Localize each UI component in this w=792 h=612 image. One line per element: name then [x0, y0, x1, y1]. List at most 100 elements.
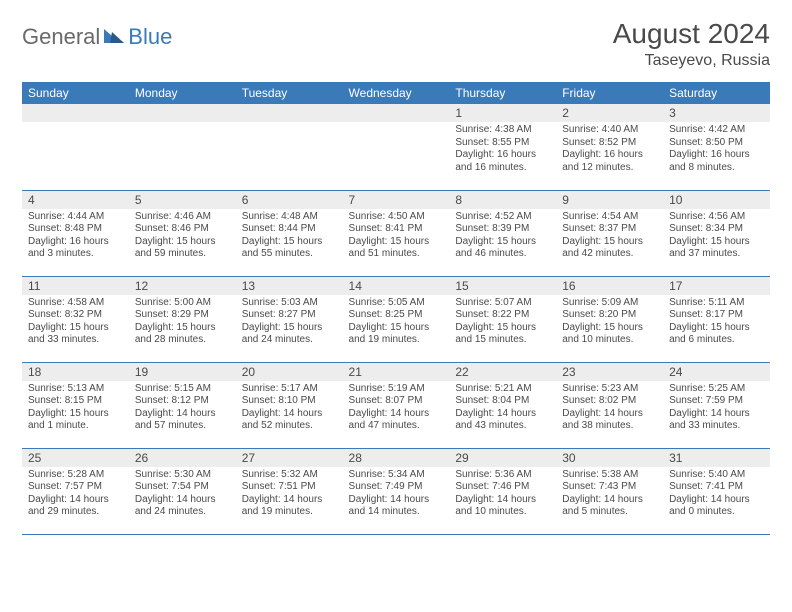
day-details: Sunrise: 5:15 AMSunset: 8:12 PMDaylight:… — [129, 381, 236, 437]
sunrise-line: Sunrise: 4:38 AM — [455, 124, 550, 137]
daylight-line: Daylight: 14 hours and 38 minutes. — [562, 408, 657, 433]
day-details: Sunrise: 4:40 AMSunset: 8:52 PMDaylight:… — [556, 122, 663, 178]
calendar-day-cell: 29Sunrise: 5:36 AMSunset: 7:46 PMDayligh… — [449, 448, 556, 534]
day-number: 1 — [449, 104, 556, 122]
calendar-week-row: 11Sunrise: 4:58 AMSunset: 8:32 PMDayligh… — [22, 276, 770, 362]
calendar-week-row: 18Sunrise: 5:13 AMSunset: 8:15 PMDayligh… — [22, 362, 770, 448]
daylight-line: Daylight: 16 hours and 12 minutes. — [562, 149, 657, 174]
day-details: Sunrise: 4:54 AMSunset: 8:37 PMDaylight:… — [556, 209, 663, 265]
daylight-line: Daylight: 14 hours and 5 minutes. — [562, 494, 657, 519]
daylight-line: Daylight: 15 hours and 55 minutes. — [242, 236, 337, 261]
sunset-line: Sunset: 8:04 PM — [455, 395, 550, 408]
day-number: 16 — [556, 277, 663, 295]
day-details: Sunrise: 5:13 AMSunset: 8:15 PMDaylight:… — [22, 381, 129, 437]
day-number: 29 — [449, 449, 556, 467]
sunrise-line: Sunrise: 5:07 AM — [455, 297, 550, 310]
sunset-line: Sunset: 8:27 PM — [242, 309, 337, 322]
sunset-line: Sunset: 8:37 PM — [562, 223, 657, 236]
sunset-line: Sunset: 7:43 PM — [562, 481, 657, 494]
day-details: Sunrise: 5:25 AMSunset: 7:59 PMDaylight:… — [663, 381, 770, 437]
daylight-line: Daylight: 14 hours and 33 minutes. — [669, 408, 764, 433]
sunset-line: Sunset: 8:39 PM — [455, 223, 550, 236]
sunrise-line: Sunrise: 4:48 AM — [242, 211, 337, 224]
calendar-day-cell — [236, 104, 343, 190]
calendar-day-cell: 19Sunrise: 5:15 AMSunset: 8:12 PMDayligh… — [129, 362, 236, 448]
day-number: 2 — [556, 104, 663, 122]
daylight-line: Daylight: 15 hours and 33 minutes. — [28, 322, 123, 347]
calendar-day-cell: 12Sunrise: 5:00 AMSunset: 8:29 PMDayligh… — [129, 276, 236, 362]
calendar-day-cell: 2Sunrise: 4:40 AMSunset: 8:52 PMDaylight… — [556, 104, 663, 190]
day-number-empty — [22, 104, 129, 122]
daylight-line: Daylight: 15 hours and 42 minutes. — [562, 236, 657, 261]
weekday-row: SundayMondayTuesdayWednesdayThursdayFrid… — [22, 82, 770, 104]
day-details: Sunrise: 4:56 AMSunset: 8:34 PMDaylight:… — [663, 209, 770, 265]
day-number: 22 — [449, 363, 556, 381]
day-number: 25 — [22, 449, 129, 467]
calendar-week-row: 25Sunrise: 5:28 AMSunset: 7:57 PMDayligh… — [22, 448, 770, 534]
sunrise-line: Sunrise: 4:40 AM — [562, 124, 657, 137]
calendar-day-cell: 16Sunrise: 5:09 AMSunset: 8:20 PMDayligh… — [556, 276, 663, 362]
day-details: Sunrise: 4:38 AMSunset: 8:55 PMDaylight:… — [449, 122, 556, 178]
day-number: 21 — [343, 363, 450, 381]
sunrise-line: Sunrise: 5:19 AM — [349, 383, 444, 396]
logo-text-blue: Blue — [128, 24, 172, 50]
day-number: 19 — [129, 363, 236, 381]
daylight-line: Daylight: 16 hours and 3 minutes. — [28, 236, 123, 261]
calendar-day-cell: 17Sunrise: 5:11 AMSunset: 8:17 PMDayligh… — [663, 276, 770, 362]
sunrise-line: Sunrise: 5:21 AM — [455, 383, 550, 396]
sunrise-line: Sunrise: 4:44 AM — [28, 211, 123, 224]
daylight-line: Daylight: 14 hours and 19 minutes. — [242, 494, 337, 519]
calendar-day-cell: 26Sunrise: 5:30 AMSunset: 7:54 PMDayligh… — [129, 448, 236, 534]
daylight-line: Daylight: 15 hours and 51 minutes. — [349, 236, 444, 261]
day-details: Sunrise: 5:05 AMSunset: 8:25 PMDaylight:… — [343, 295, 450, 351]
calendar-day-cell: 7Sunrise: 4:50 AMSunset: 8:41 PMDaylight… — [343, 190, 450, 276]
day-details: Sunrise: 5:32 AMSunset: 7:51 PMDaylight:… — [236, 467, 343, 523]
day-details: Sunrise: 5:34 AMSunset: 7:49 PMDaylight:… — [343, 467, 450, 523]
sunset-line: Sunset: 8:12 PM — [135, 395, 230, 408]
daylight-line: Daylight: 15 hours and 28 minutes. — [135, 322, 230, 347]
sunset-line: Sunset: 7:57 PM — [28, 481, 123, 494]
daylight-line: Daylight: 16 hours and 16 minutes. — [455, 149, 550, 174]
sunset-line: Sunset: 8:46 PM — [135, 223, 230, 236]
calendar-day-cell: 10Sunrise: 4:56 AMSunset: 8:34 PMDayligh… — [663, 190, 770, 276]
sunrise-line: Sunrise: 5:05 AM — [349, 297, 444, 310]
day-number: 17 — [663, 277, 770, 295]
sunset-line: Sunset: 8:41 PM — [349, 223, 444, 236]
daylight-line: Daylight: 14 hours and 29 minutes. — [28, 494, 123, 519]
daylight-line: Daylight: 15 hours and 19 minutes. — [349, 322, 444, 347]
calendar-table: SundayMondayTuesdayWednesdayThursdayFrid… — [22, 82, 770, 535]
day-number: 28 — [343, 449, 450, 467]
daylight-line: Daylight: 15 hours and 59 minutes. — [135, 236, 230, 261]
sunrise-line: Sunrise: 4:46 AM — [135, 211, 230, 224]
sunset-line: Sunset: 8:34 PM — [669, 223, 764, 236]
sunset-line: Sunset: 8:44 PM — [242, 223, 337, 236]
daylight-line: Daylight: 14 hours and 43 minutes. — [455, 408, 550, 433]
day-number: 4 — [22, 191, 129, 209]
day-number: 8 — [449, 191, 556, 209]
calendar-head: SundayMondayTuesdayWednesdayThursdayFrid… — [22, 82, 770, 104]
day-details: Sunrise: 5:07 AMSunset: 8:22 PMDaylight:… — [449, 295, 556, 351]
sunset-line: Sunset: 8:52 PM — [562, 137, 657, 150]
calendar-day-cell: 11Sunrise: 4:58 AMSunset: 8:32 PMDayligh… — [22, 276, 129, 362]
daylight-line: Daylight: 16 hours and 8 minutes. — [669, 149, 764, 174]
day-details: Sunrise: 5:21 AMSunset: 8:04 PMDaylight:… — [449, 381, 556, 437]
calendar-day-cell: 6Sunrise: 4:48 AMSunset: 8:44 PMDaylight… — [236, 190, 343, 276]
sunrise-line: Sunrise: 5:00 AM — [135, 297, 230, 310]
sunrise-line: Sunrise: 5:11 AM — [669, 297, 764, 310]
calendar-day-cell: 8Sunrise: 4:52 AMSunset: 8:39 PMDaylight… — [449, 190, 556, 276]
day-details: Sunrise: 5:40 AMSunset: 7:41 PMDaylight:… — [663, 467, 770, 523]
daylight-line: Daylight: 15 hours and 1 minute. — [28, 408, 123, 433]
sunset-line: Sunset: 8:55 PM — [455, 137, 550, 150]
weekday-header: Wednesday — [343, 82, 450, 104]
day-details: Sunrise: 4:52 AMSunset: 8:39 PMDaylight:… — [449, 209, 556, 265]
day-number: 10 — [663, 191, 770, 209]
logo-triangle-icon — [104, 27, 126, 48]
weekday-header: Friday — [556, 82, 663, 104]
sunrise-line: Sunrise: 5:25 AM — [669, 383, 764, 396]
sunset-line: Sunset: 7:49 PM — [349, 481, 444, 494]
sunset-line: Sunset: 8:32 PM — [28, 309, 123, 322]
day-details: Sunrise: 5:09 AMSunset: 8:20 PMDaylight:… — [556, 295, 663, 351]
day-details: Sunrise: 5:36 AMSunset: 7:46 PMDaylight:… — [449, 467, 556, 523]
day-number: 12 — [129, 277, 236, 295]
calendar-day-cell — [22, 104, 129, 190]
